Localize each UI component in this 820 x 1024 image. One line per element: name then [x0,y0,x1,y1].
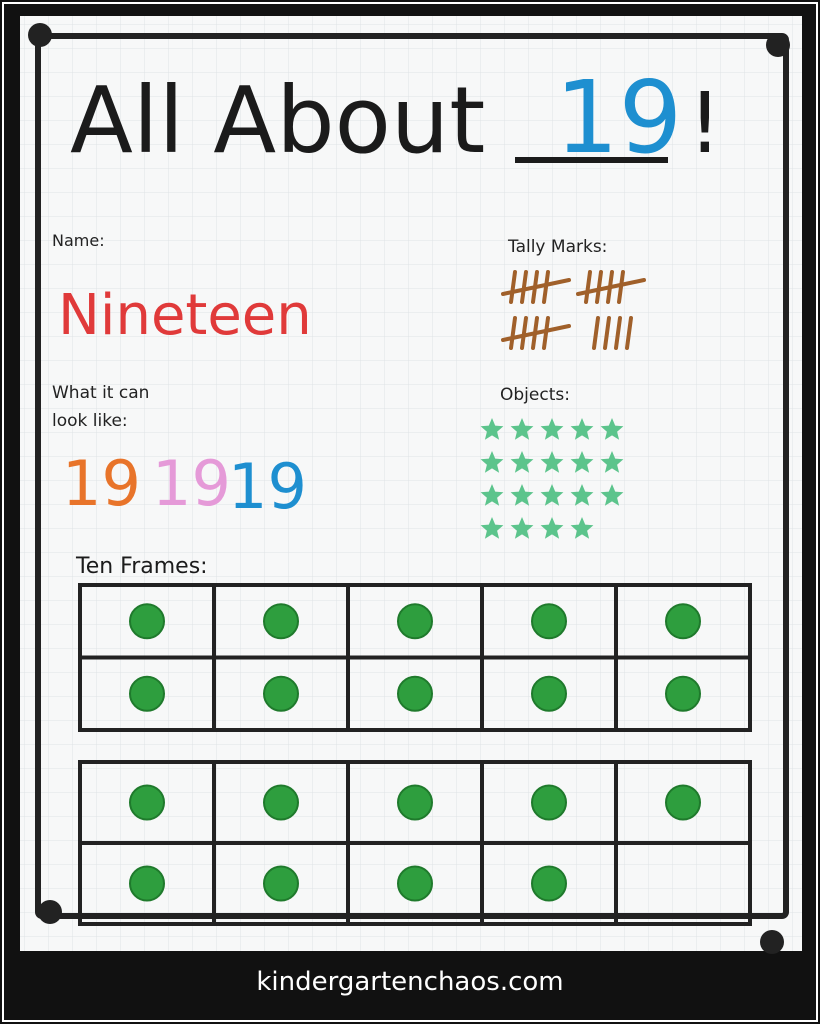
drawn-border [35,33,789,919]
star [570,484,594,506]
tally-stroke [509,316,517,350]
tally-stroke [617,270,625,304]
looks-label: What it can [52,383,149,403]
star [570,517,594,539]
corner-magnets [28,23,790,954]
counter-dot [397,784,433,821]
counter-dot [129,675,165,712]
title-mark: ! [688,74,722,172]
counter-dot [263,865,299,902]
counter-dot [397,603,433,640]
footer-site: kindergartenchaos.com [256,967,563,997]
star [510,418,534,440]
counter-dot [531,865,567,902]
counter-dot [263,675,299,712]
star [510,517,534,539]
tally-label: Tally Marks: [507,237,607,257]
star [600,451,624,473]
star [540,418,564,440]
ten-frames [78,583,752,926]
counter-dot [129,603,165,640]
star [600,484,624,506]
counter-dot [665,675,701,712]
tally-stroke [520,270,528,304]
name-label: Name: [52,231,105,250]
counter-dot [531,603,567,640]
star [570,418,594,440]
star [600,418,624,440]
counter-dot [397,865,433,902]
star [540,517,564,539]
form-number: 19 [152,447,231,520]
counter-dot [665,784,701,821]
star [570,451,594,473]
star [510,451,534,473]
tally-marks [501,270,646,350]
objects-label: Objects: [500,385,570,405]
counter-dot [129,784,165,821]
tally-stroke [592,316,600,350]
tally-stroke [584,270,592,304]
tally-slash [501,278,571,296]
tally-stroke [625,316,633,350]
star [510,484,534,506]
counter-dot [531,675,567,712]
tally-stroke [520,316,528,350]
tally-slash [576,278,646,296]
tally-stroke [542,316,550,350]
objects-stars [480,418,624,539]
star [480,418,504,440]
tally-stroke [509,270,517,304]
form-number: 19 [62,447,141,520]
counter-dot [263,603,299,640]
tally-stroke [595,270,603,304]
counter-dot [397,675,433,712]
star [540,484,564,506]
counter-dot [263,784,299,821]
tally-slash [501,324,571,342]
tally-stroke [603,316,611,350]
frames-label: Ten Frames: [75,554,208,579]
title: All About [70,67,485,174]
title-number: 19 [555,59,682,176]
form-number: 19 [228,450,307,523]
counter-dot [531,784,567,821]
star [480,517,504,539]
counter-dot [129,865,165,902]
star [480,451,504,473]
tally-stroke [542,270,550,304]
name-value: Nineteen [58,283,312,348]
looks-label: look like: [52,411,128,431]
counter-dot [665,603,701,640]
tally-stroke [614,316,622,350]
star [480,484,504,506]
star [540,451,564,473]
